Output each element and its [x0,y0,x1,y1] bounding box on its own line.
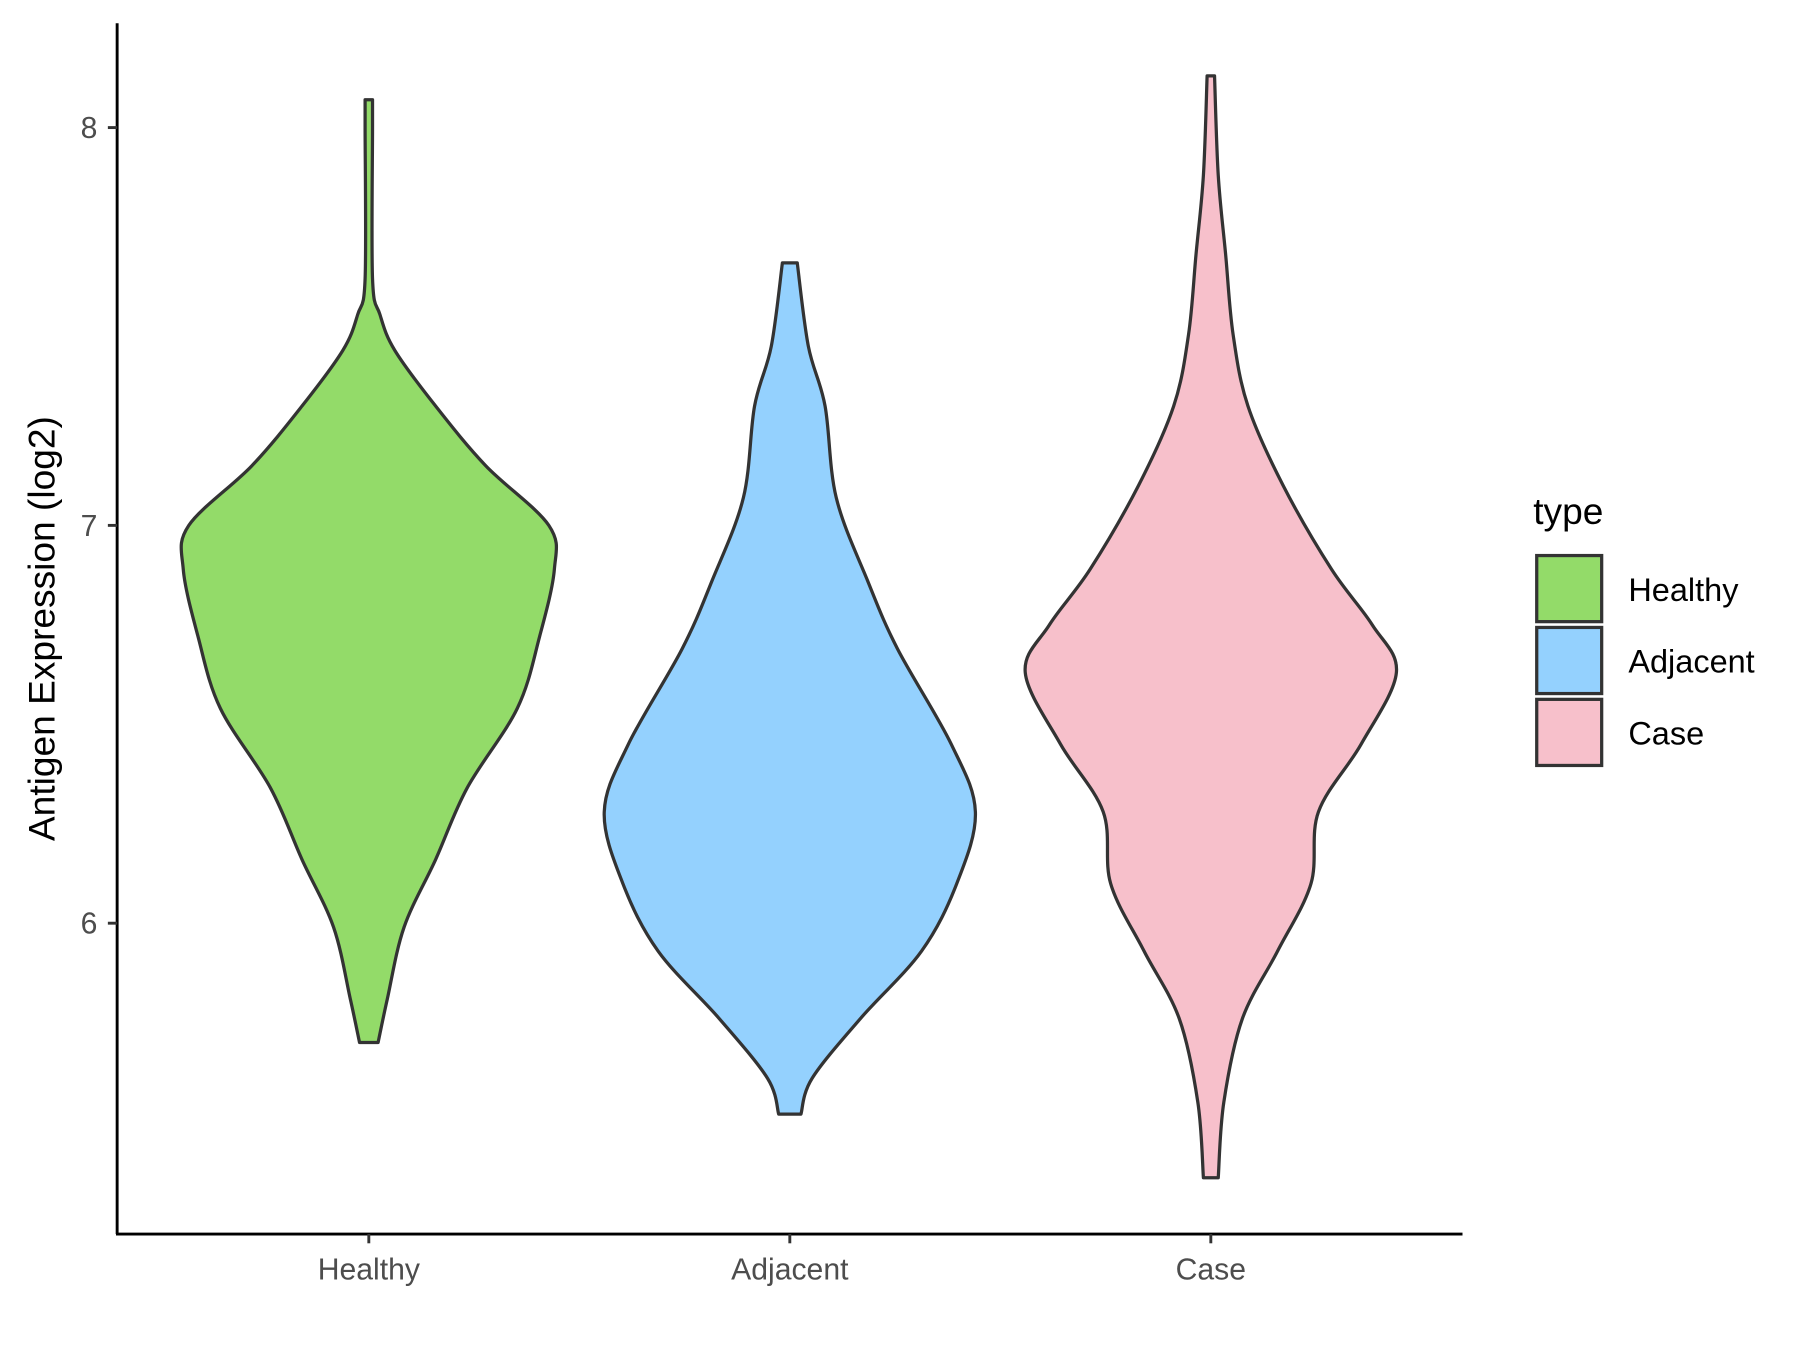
x-tick-label: Adjacent [731,1253,849,1286]
x-tick-label: Case [1176,1253,1246,1286]
y-tick-label: 7 [81,510,98,543]
violin-case [1023,74,1399,1180]
violins [179,74,1399,1180]
legend-label: Healthy [1628,572,1739,608]
x-tick-label: Healthy [318,1253,421,1286]
violin-healthy [179,98,559,1045]
legend-key-case [1535,697,1604,768]
y-tick-label: 8 [81,112,98,145]
legend-key-healthy [1535,553,1604,624]
legend-label: Case [1628,716,1704,752]
legend-title: type [1533,490,1603,532]
violin-adjacent [602,261,978,1116]
y-axis-label: Antigen Expression (log2) [21,416,63,841]
y-ticks: 6 7 8 [81,112,118,941]
x-ticks: Healthy Adjacent Case [318,1234,1246,1286]
legend-label: Adjacent [1628,644,1754,680]
legend: type Healthy Adjacent Case [1533,490,1755,768]
legend-key-adjacent [1535,625,1604,696]
y-tick-label: 6 [81,908,98,941]
